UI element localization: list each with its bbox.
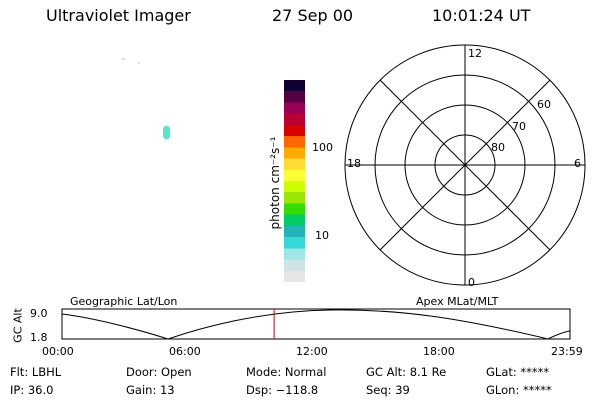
date-label: 27 Sep 00 bbox=[272, 6, 354, 25]
gc-alt-status: GC Alt: 8.1 Re bbox=[366, 365, 447, 379]
intensity-colorbar bbox=[284, 80, 305, 282]
emission-spot bbox=[163, 126, 170, 139]
lat-label-70: 70 bbox=[512, 120, 526, 133]
gain-status: Gain: 13 bbox=[126, 383, 175, 397]
mlt-label-12: 12 bbox=[468, 47, 482, 60]
y-tick-9: 9.0 bbox=[30, 307, 48, 320]
uv-image-area bbox=[0, 30, 270, 280]
x-tick-2359: 23:59 bbox=[551, 345, 583, 358]
x-tick-1200: 12:00 bbox=[296, 345, 328, 358]
glon-status: GLon: ***** bbox=[486, 383, 552, 397]
mlt-label-0: 0 bbox=[468, 276, 475, 289]
ip-status: IP: 36.0 bbox=[10, 383, 54, 397]
filter-status: Flt: LBHL bbox=[10, 365, 62, 379]
y-tick-1-8: 1.8 bbox=[30, 331, 48, 344]
glat-status: GLat: ***** bbox=[486, 365, 550, 379]
emission-spot-small bbox=[138, 62, 140, 64]
dsp-status: Dsp: −118.8 bbox=[246, 383, 319, 397]
right-caption: Apex MLat/MLT bbox=[416, 295, 499, 308]
mlt-label-6: 6 bbox=[574, 157, 581, 170]
lat-label-60: 60 bbox=[537, 98, 551, 111]
colorbar-tick-100: 100 bbox=[312, 141, 333, 154]
left-caption: Geographic Lat/Lon bbox=[70, 295, 178, 308]
x-tick-1800: 18:00 bbox=[423, 345, 455, 358]
mlt-label-18: 18 bbox=[347, 157, 361, 170]
instrument-title: Ultraviolet Imager bbox=[46, 6, 191, 25]
mode-status: Mode: Normal bbox=[246, 365, 327, 379]
colorbar-tick-10: 10 bbox=[315, 229, 329, 242]
seq-status: Seq: 39 bbox=[366, 383, 410, 397]
altitude-curve bbox=[61, 309, 571, 340]
lat-label-80: 80 bbox=[491, 141, 505, 154]
time-label: 10:01:24 UT bbox=[432, 6, 531, 25]
door-status: Door: Open bbox=[126, 365, 192, 379]
emission-spot-small bbox=[122, 58, 125, 60]
x-tick-0000: 00:00 bbox=[42, 345, 74, 358]
x-tick-0600: 06:00 bbox=[169, 345, 201, 358]
